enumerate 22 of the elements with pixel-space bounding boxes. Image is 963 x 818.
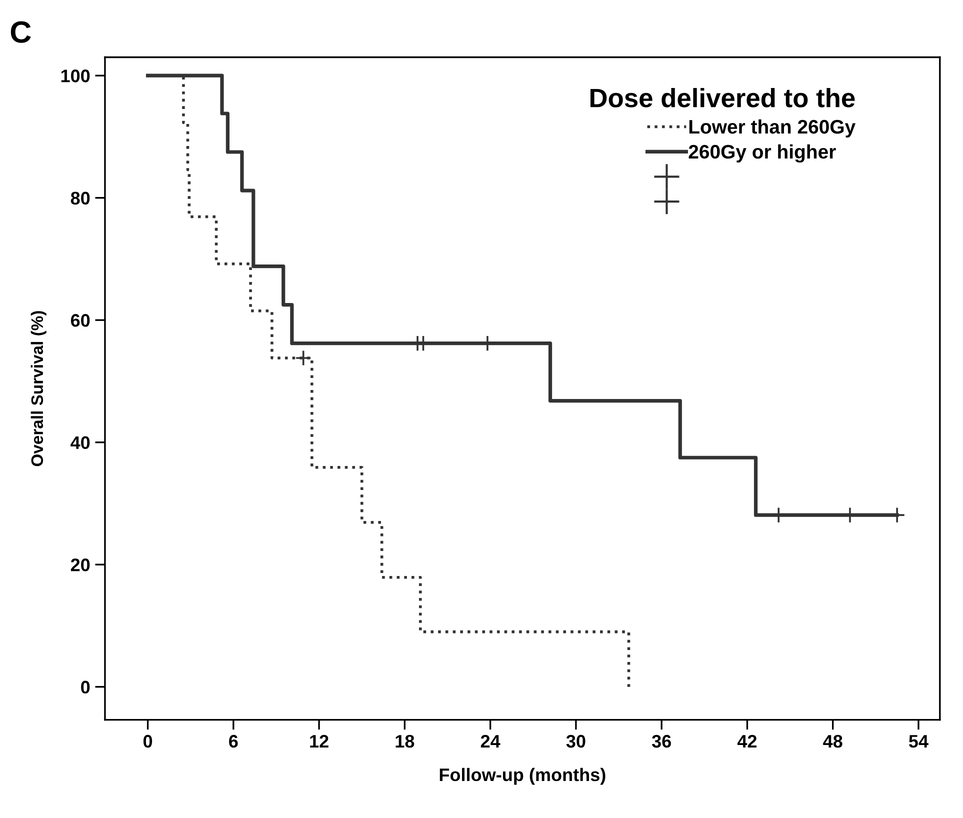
x-tick-label: 36 [652,734,671,748]
y-tick-label: 0 [81,680,90,694]
x-tick-label: 0 [143,734,152,748]
x-tick-label: 48 [823,734,842,748]
x-tick-label: 6 [229,734,238,748]
y-tick-label: 100 [61,70,90,82]
legend-label: Lower than 260Gy [689,119,856,138]
y-tick-label: 60 [70,314,90,327]
x-axis-title: Follow-up (months) [440,768,606,785]
x-tick-label: 42 [737,734,757,748]
x-tick-label: 12 [310,734,328,748]
y-tick-label: 40 [70,436,90,450]
text: C [10,21,31,43]
legend-label: 260Gy or higher [688,144,836,163]
x-tick-label: 54 [908,735,928,748]
y-tick-label: 80 [70,192,90,205]
y-tick-label: 20 [70,558,90,572]
legend-title: Dose delivered to the [590,88,855,108]
y-axis-title: Overall Survival (%) [30,311,46,466]
x-tick-label: 24 [480,734,500,748]
x-tick-label: 30 [566,734,586,748]
x-tick-label: 18 [396,734,414,748]
